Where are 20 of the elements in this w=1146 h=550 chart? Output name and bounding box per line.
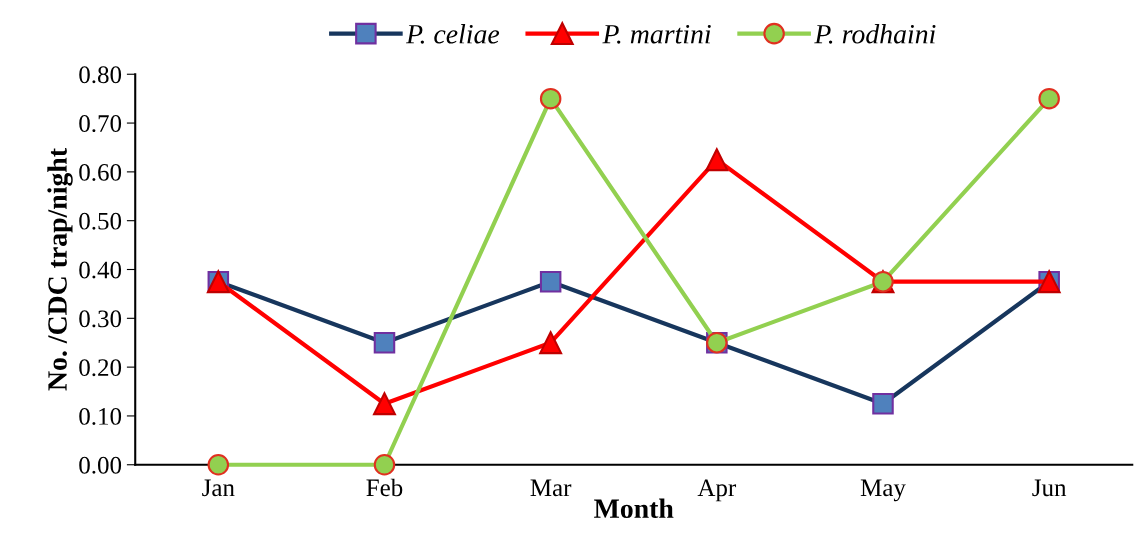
- y-tick-label: 0.80: [79, 66, 122, 84]
- legend-label: P. rodhaini: [814, 24, 936, 44]
- x-tick-label: Apr: [697, 479, 737, 502]
- x-tick-label: Jan: [202, 479, 235, 497]
- y-tick-label: 0.40: [79, 261, 122, 279]
- y-tick-label: 0.20: [79, 359, 122, 377]
- legend-label: P. celiae: [406, 24, 500, 44]
- y-tick-label: 0.60: [79, 163, 122, 181]
- x-tick-label: Feb: [366, 478, 403, 497]
- x-tick-label: Mar: [530, 479, 572, 497]
- y-tick-label: 0.10: [79, 407, 122, 425]
- x-tick-label: May: [860, 479, 906, 502]
- x-tick-label: Jun: [1032, 479, 1067, 497]
- legend-label: P. martini: [602, 24, 711, 44]
- y-axis-title: No. /CDC trap/night: [47, 148, 73, 391]
- y-tick-label: 0.50: [79, 212, 122, 230]
- y-tick-label: 0.00: [79, 456, 122, 474]
- y-tick-label: 0.70: [79, 115, 122, 133]
- x-axis-title: Month: [594, 498, 674, 519]
- y-tick-label: 0.30: [79, 310, 122, 328]
